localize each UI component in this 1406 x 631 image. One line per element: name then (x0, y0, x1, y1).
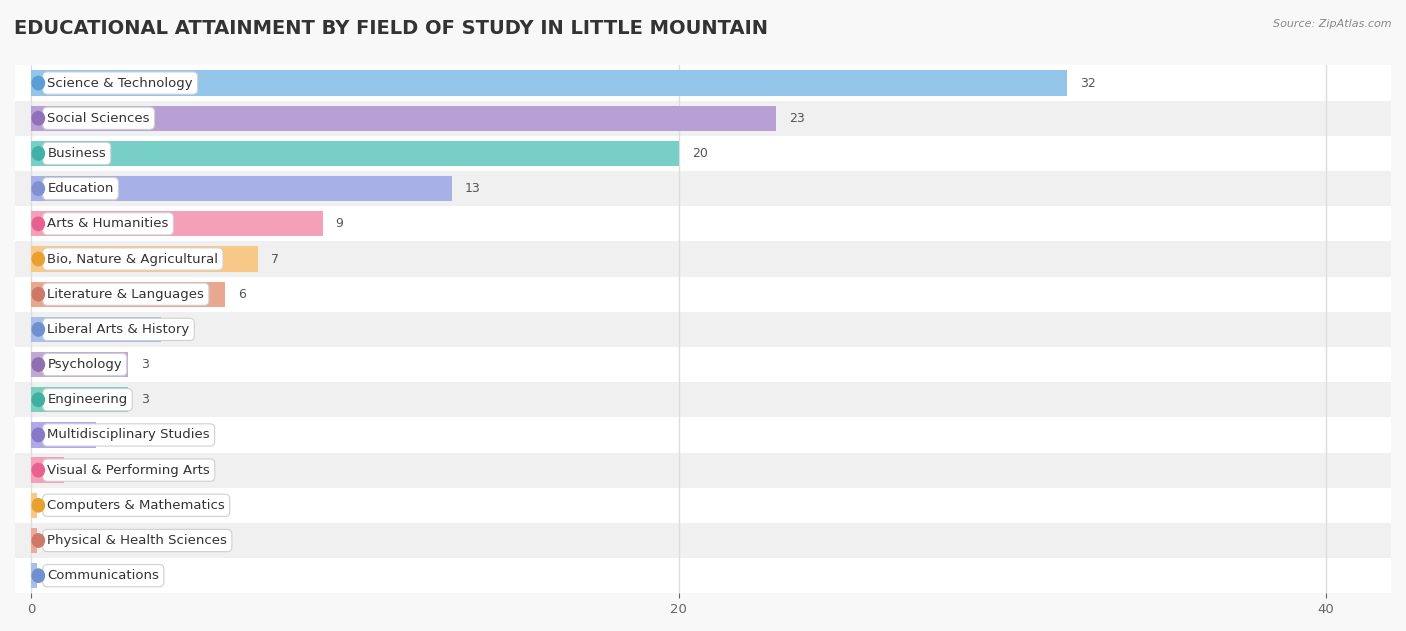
Bar (31, 211, 322, 237)
Circle shape (32, 358, 45, 371)
Circle shape (32, 252, 45, 266)
Bar (15, 136, 1391, 171)
Circle shape (32, 217, 45, 230)
Bar (15, 312, 1391, 347)
Bar (31, 246, 257, 272)
Bar (15, 523, 1391, 558)
Circle shape (32, 112, 45, 125)
Bar (31, 563, 37, 588)
Bar (15, 101, 1391, 136)
Bar (15, 382, 1391, 417)
Bar (15, 66, 1391, 101)
Circle shape (32, 428, 45, 442)
Text: Engineering: Engineering (48, 393, 128, 406)
Circle shape (32, 288, 45, 301)
Text: Social Sciences: Social Sciences (48, 112, 150, 125)
Text: 7: 7 (271, 252, 278, 266)
Circle shape (32, 498, 45, 512)
Text: Source: ZipAtlas.com: Source: ZipAtlas.com (1274, 19, 1392, 29)
Bar (15, 558, 1391, 593)
Text: 0: 0 (51, 499, 58, 512)
Bar (31, 387, 128, 413)
Bar (31, 71, 1067, 96)
Bar (15, 417, 1391, 452)
Text: 6: 6 (239, 288, 246, 301)
Bar (15, 488, 1391, 523)
Text: 23: 23 (789, 112, 804, 125)
Bar (31, 493, 37, 518)
Text: Science & Technology: Science & Technology (48, 76, 193, 90)
Bar (15, 452, 1391, 488)
Text: Arts & Humanities: Arts & Humanities (48, 217, 169, 230)
Bar (31, 422, 96, 447)
Text: Psychology: Psychology (48, 358, 122, 371)
Bar (31, 281, 225, 307)
Text: 0: 0 (51, 569, 58, 582)
Text: 13: 13 (465, 182, 481, 195)
Text: 0: 0 (51, 534, 58, 547)
Circle shape (32, 182, 45, 196)
Text: Multidisciplinary Studies: Multidisciplinary Studies (48, 428, 209, 442)
Text: EDUCATIONAL ATTAINMENT BY FIELD OF STUDY IN LITTLE MOUNTAIN: EDUCATIONAL ATTAINMENT BY FIELD OF STUDY… (14, 19, 768, 38)
Text: Communications: Communications (48, 569, 159, 582)
Text: 20: 20 (692, 147, 707, 160)
Bar (15, 242, 1391, 276)
Circle shape (32, 76, 45, 90)
Text: 2: 2 (108, 428, 117, 442)
Bar (31, 141, 679, 166)
Text: 3: 3 (141, 393, 149, 406)
Text: Bio, Nature & Agricultural: Bio, Nature & Agricultural (48, 252, 218, 266)
Text: 32: 32 (1080, 76, 1095, 90)
Text: 4: 4 (174, 323, 181, 336)
Circle shape (32, 463, 45, 477)
Circle shape (32, 322, 45, 336)
Circle shape (32, 393, 45, 406)
Text: 1: 1 (76, 464, 84, 476)
Bar (15, 347, 1391, 382)
Circle shape (32, 147, 45, 160)
Text: 3: 3 (141, 358, 149, 371)
Bar (15, 171, 1391, 206)
Bar (15, 276, 1391, 312)
Text: Business: Business (48, 147, 105, 160)
Text: Literature & Languages: Literature & Languages (48, 288, 204, 301)
Bar (31, 176, 453, 201)
Text: Education: Education (48, 182, 114, 195)
Text: Physical & Health Sciences: Physical & Health Sciences (48, 534, 228, 547)
Text: 9: 9 (336, 217, 343, 230)
Bar (31, 317, 160, 342)
Circle shape (32, 534, 45, 547)
Text: Liberal Arts & History: Liberal Arts & History (48, 323, 190, 336)
Bar (31, 352, 128, 377)
Text: Visual & Performing Arts: Visual & Performing Arts (48, 464, 209, 476)
Bar (31, 457, 63, 483)
Bar (31, 105, 776, 131)
Text: Computers & Mathematics: Computers & Mathematics (48, 499, 225, 512)
Bar (15, 206, 1391, 242)
Bar (31, 528, 37, 553)
Circle shape (32, 569, 45, 582)
